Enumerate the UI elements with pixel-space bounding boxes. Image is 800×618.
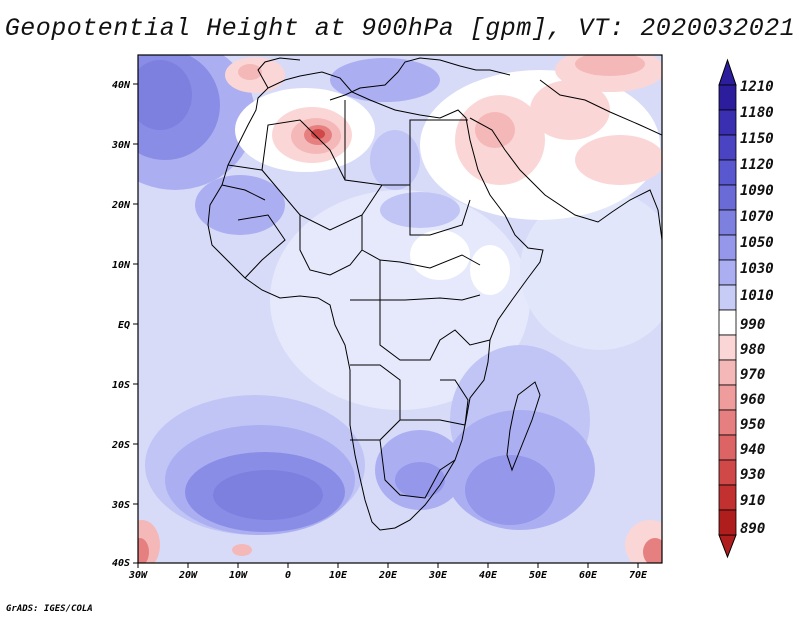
colorbar-swatch xyxy=(718,309,737,336)
lon-label: 30W xyxy=(128,570,148,581)
colorbar-swatch xyxy=(718,484,737,511)
colorbar-swatch xyxy=(718,259,737,286)
colorbar-label: 1120 xyxy=(740,157,774,173)
colorbar-label: 1150 xyxy=(740,131,774,147)
lat-label: 30N xyxy=(111,140,131,151)
lat-label: EQ xyxy=(118,320,130,331)
lat-label: 10S xyxy=(112,380,130,391)
colorbar-label: 940 xyxy=(740,442,766,458)
lon-label: 20E xyxy=(378,570,398,581)
colorbar-label: 1070 xyxy=(740,209,774,225)
lat-labels: 40N 30N 20N 10N EQ 10S 20S 30S 40S xyxy=(111,80,131,569)
lat-label: 30S xyxy=(111,500,130,511)
colorbar-swatch xyxy=(718,284,737,311)
colorbar-swatch xyxy=(718,209,737,236)
colorbar-label: 970 xyxy=(740,367,766,383)
colorbar-min-arrow xyxy=(718,534,737,559)
lat-label: 10N xyxy=(112,260,131,271)
lon-label: 40E xyxy=(479,570,498,581)
colorbar-swatch xyxy=(718,159,737,186)
colorbar-swatch xyxy=(718,409,737,436)
lon-label: 20W xyxy=(178,570,198,581)
lat-label: 20N xyxy=(111,200,131,211)
map-frame xyxy=(137,54,663,564)
colorbar-swatch xyxy=(718,359,737,386)
lon-label: 10E xyxy=(329,570,348,581)
colorbar-swatch xyxy=(718,384,737,411)
colorbar-swatch xyxy=(718,509,737,536)
colorbar-swatch xyxy=(718,459,737,486)
axis-ticks xyxy=(133,83,639,568)
colorbar-label: 1090 xyxy=(740,183,774,199)
lon-label: 30E xyxy=(428,570,448,581)
lon-label: 0 xyxy=(285,570,291,581)
lon-label: 50E xyxy=(529,570,548,581)
lat-label: 40S xyxy=(112,558,130,569)
colorbar-swatch xyxy=(718,334,737,361)
colorbar-label: 1050 xyxy=(740,235,774,251)
colorbar-label: 1210 xyxy=(740,79,774,95)
colorbar-label: 990 xyxy=(740,317,766,333)
colorbar xyxy=(718,58,737,559)
colorbar-label: 950 xyxy=(740,417,766,433)
colorbar-label: 980 xyxy=(740,342,766,358)
colorbar-swatch xyxy=(718,134,737,161)
lon-labels: 30W 20W 10W 0 10E 20E 30E 40E 50E 60E 70… xyxy=(128,570,648,581)
credit-text: GrADS: IGES/COLA xyxy=(6,604,93,614)
colorbar-label: 1180 xyxy=(740,105,774,121)
colorbar-label: 1010 xyxy=(740,288,774,304)
lon-label: 10W xyxy=(229,570,248,581)
map-field xyxy=(138,55,662,563)
colorbar-max-arrow xyxy=(718,58,737,86)
colorbar-swatch xyxy=(718,234,737,261)
colorbar-swatch xyxy=(718,84,737,111)
lon-label: 60E xyxy=(579,570,598,581)
lat-label: 20S xyxy=(111,440,130,451)
colorbar-label: 890 xyxy=(740,521,766,537)
colorbar-swatch xyxy=(718,434,737,461)
chart-title: Geopotential Height at 900hPa [gpm], VT:… xyxy=(4,14,796,43)
colorbar-label: 930 xyxy=(740,467,766,483)
colorbar-label: 1030 xyxy=(740,261,774,277)
colorbar-label: 960 xyxy=(740,392,766,408)
lon-label: 70E xyxy=(629,570,648,581)
colorbar-swatch xyxy=(718,109,737,136)
lat-label: 40N xyxy=(112,80,131,91)
coastlines xyxy=(207,57,662,531)
colorbar-label: 910 xyxy=(740,493,766,509)
colorbar-swatch xyxy=(718,184,737,211)
